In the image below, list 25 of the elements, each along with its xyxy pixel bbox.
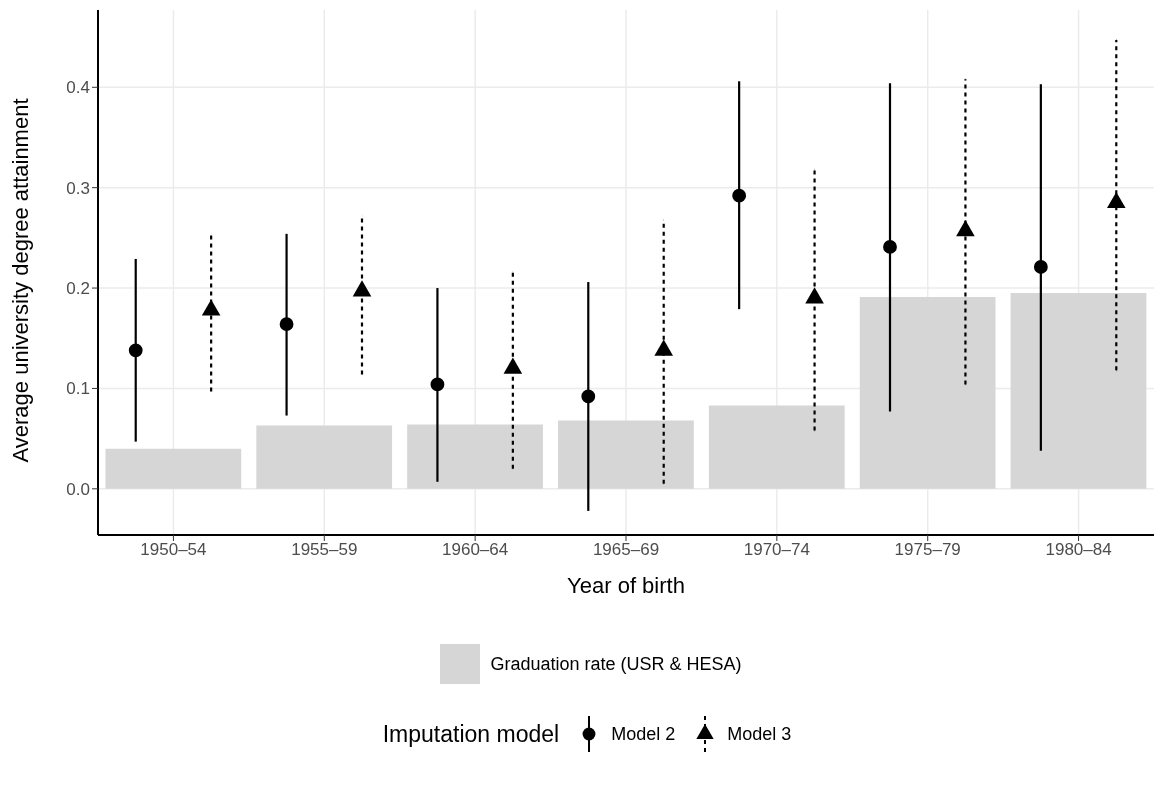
x-tick-label: 1955–59 [291,540,358,560]
y-tick-label: 0.0 [66,479,90,499]
x-tick-label: 1965–69 [592,540,660,560]
bar [708,405,845,489]
bar [1010,293,1147,489]
x-tick-label: 1970–74 [743,540,810,560]
y-tick-label: 0.1 [66,379,90,399]
x-tick-label: 1980–84 [1045,540,1112,560]
y-tick-label: 0.4 [66,78,90,98]
legend-label: Model 3 [727,723,792,745]
legend-label: Graduation rate (USR & HESA) [490,653,742,675]
y-tick-label: 0.2 [66,279,90,299]
bar [256,425,393,489]
legend-label: Model 2 [611,723,676,745]
x-tick-label: 1960–64 [442,540,509,560]
x-axis-title: Year of birth [567,573,685,598]
x-tick-label: 1975–79 [894,540,961,560]
x-tick-label: 1950–54 [140,540,207,560]
y-axis-title: Average university degree attainment [7,98,33,463]
bar [105,448,242,489]
y-tick-label: 0.3 [66,178,90,198]
bar [859,297,996,489]
bar [407,424,543,489]
bar [558,420,694,489]
legend-title: Imputation model [382,720,560,748]
